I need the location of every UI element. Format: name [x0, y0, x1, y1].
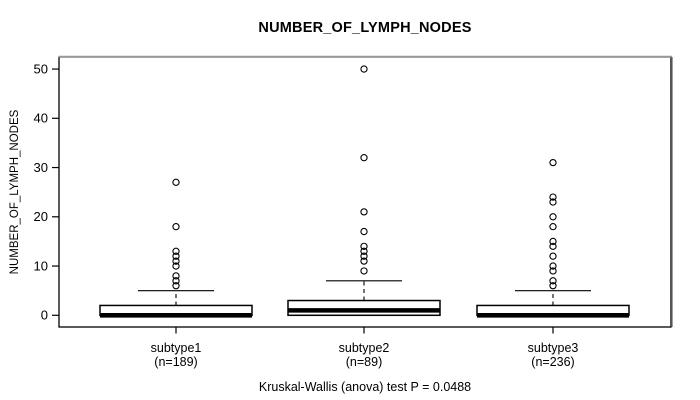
outlier-point	[549, 277, 557, 285]
outlier-point	[172, 178, 180, 186]
outlier-point	[172, 247, 180, 255]
group-sublabel: (n=236)	[531, 355, 574, 369]
outlier-point	[549, 158, 557, 167]
outlier-point	[549, 267, 557, 275]
y-tick-label: 20	[34, 209, 48, 224]
outlier-point	[172, 272, 180, 280]
group-sublabel: (n=189)	[154, 355, 197, 369]
box-subtype2	[287, 299, 441, 317]
y-tick-label: 40	[34, 111, 48, 126]
y-tick-label: 30	[34, 160, 48, 175]
outlier-point	[360, 65, 368, 73]
outlier-point	[360, 208, 368, 216]
outlier-point	[172, 257, 180, 265]
outlier-point	[360, 242, 368, 250]
stat-test-caption: Kruskal-Wallis (anova) test P = 0.0488	[258, 380, 472, 394]
chart-title: NUMBER_OF_LYMPH_NODES	[258, 20, 472, 36]
y-axis-title: NUMBER_OF_LYMPH_NODES	[9, 109, 21, 275]
outlier-point	[549, 237, 557, 246]
outlier-point	[549, 213, 557, 221]
outlier-point	[172, 222, 180, 231]
outlier-point	[549, 198, 557, 206]
outlier-point	[549, 282, 557, 290]
outlier-point	[549, 193, 557, 201]
group-label: subtype3	[528, 341, 579, 355]
group-label: subtype2	[339, 341, 390, 355]
plot-frame	[58, 56, 672, 328]
group-sublabel: (n=89)	[346, 355, 382, 369]
y-tick-label: 10	[34, 258, 48, 273]
outlier-point	[172, 282, 180, 290]
outlier-point	[360, 227, 368, 236]
outlier-point	[549, 222, 557, 231]
outlier-point	[172, 252, 180, 260]
outlier-point	[172, 277, 180, 285]
outlier-point	[549, 242, 557, 250]
outlier-point	[360, 154, 368, 162]
y-tick-label: 50	[34, 61, 48, 76]
outlier-point	[549, 252, 557, 260]
outlier-point	[172, 262, 180, 270]
group-label: subtype1	[151, 341, 202, 355]
outlier-point	[360, 267, 368, 275]
y-tick-label: 0	[41, 308, 48, 323]
outlier-point	[549, 262, 557, 270]
outlier-point	[360, 252, 368, 260]
outlier-point	[360, 257, 368, 265]
outlier-point	[360, 247, 368, 255]
